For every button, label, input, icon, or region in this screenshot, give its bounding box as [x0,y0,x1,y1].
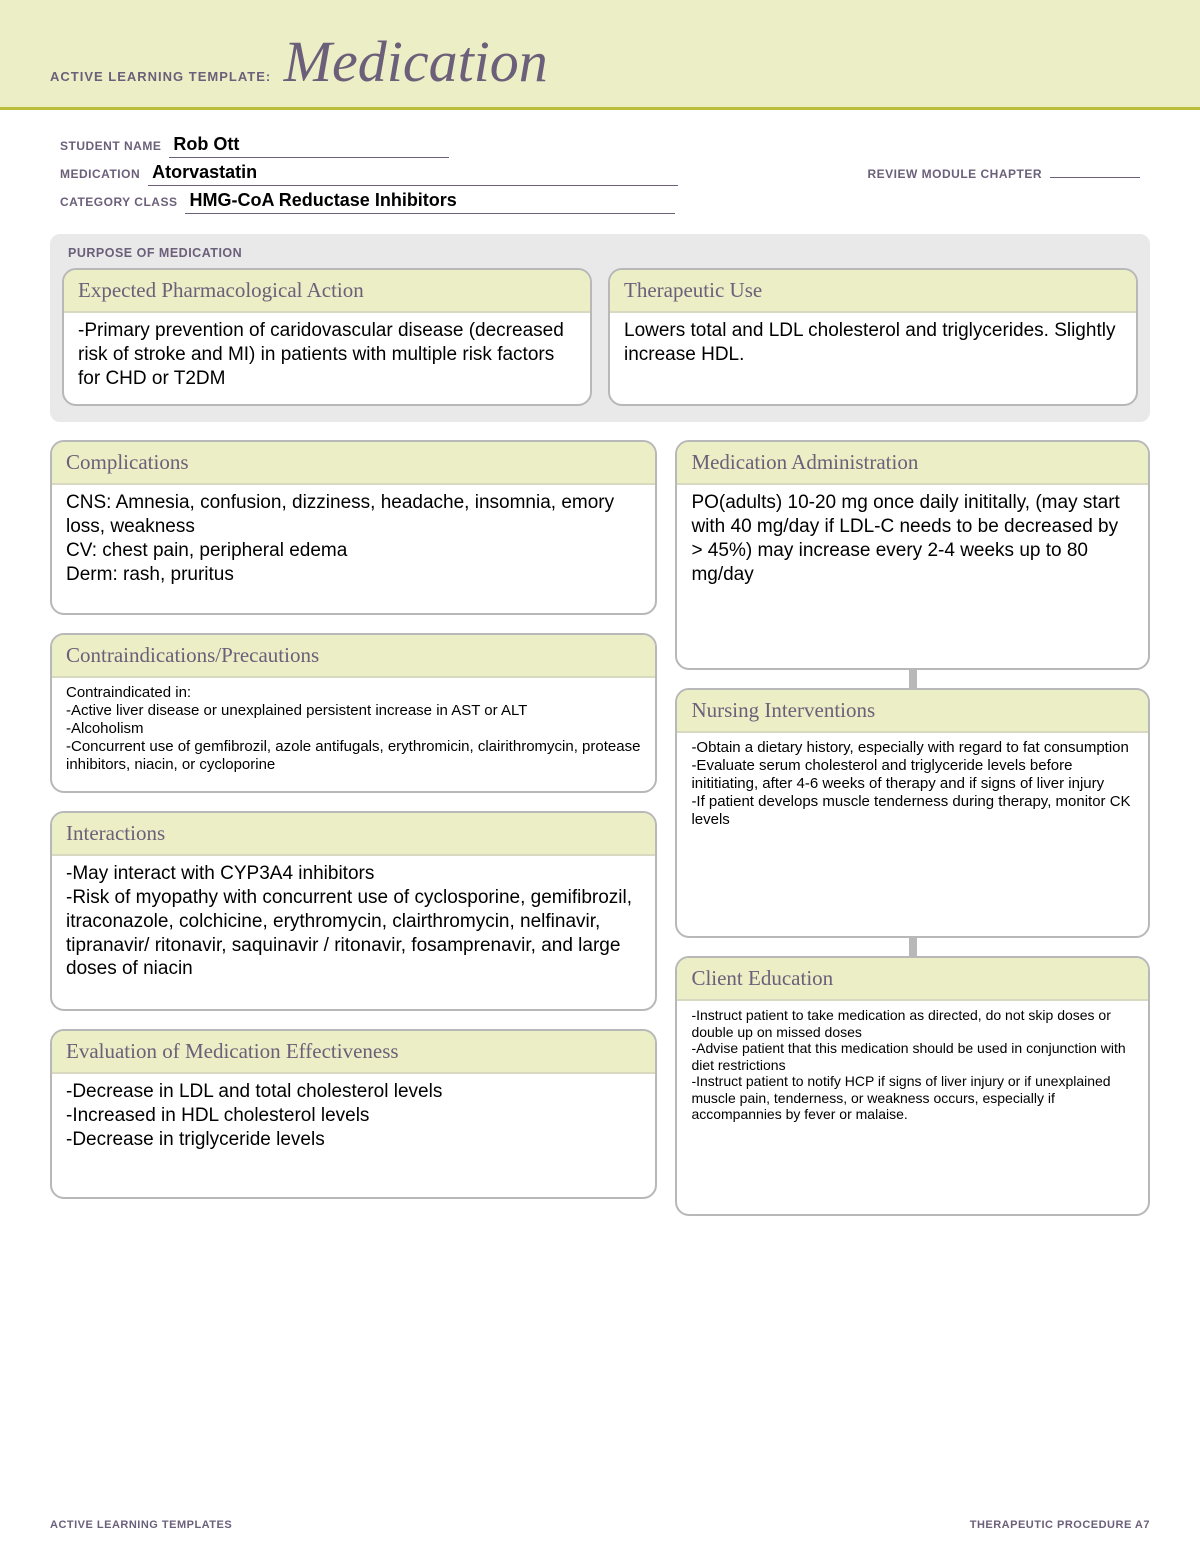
footer: ACTIVE LEARNING TEMPLATES THERAPEUTIC PR… [50,1519,1150,1531]
therapeutic-use-title: Therapeutic Use [610,270,1136,313]
administration-title: Medication Administration [677,442,1148,485]
complications-body: CNS: Amnesia, confusion, dizziness, head… [52,485,655,600]
contraindications-body: Contraindicated in: -Active liver diseas… [52,678,655,788]
education-title: Client Education [677,958,1148,1001]
expected-action-card: Expected Pharmacological Action -Primary… [62,268,592,406]
category-class-field[interactable]: HMG-CoA Reductase Inhibitors [185,190,675,214]
student-name-label: STUDENT NAME [60,139,161,153]
main-grid: Complications CNS: Amnesia, confusion, d… [0,422,1200,1216]
contraindications-title: Contraindications/Precautions [52,635,655,678]
administration-card: Medication Administration PO(adults) 10-… [675,440,1150,670]
category-class-label: CATEGORY CLASS [60,195,177,209]
interactions-body: -May interact with CYP3A4 inhibitors -Ri… [52,856,655,995]
evaluation-title: Evaluation of Medication Effectiveness [52,1031,655,1074]
header-band: ACTIVE LEARNING TEMPLATE: Medication [0,0,1200,110]
footer-right: THERAPEUTIC PROCEDURE A7 [970,1519,1150,1531]
review-chapter-field[interactable] [1050,175,1140,178]
evaluation-body: -Decrease in LDL and total cholesterol l… [52,1074,655,1165]
meta-section: STUDENT NAME Rob Ott MEDICATION Atorvast… [0,110,1200,228]
template-label: ACTIVE LEARNING TEMPLATE: [50,69,271,84]
therapeutic-use-card: Therapeutic Use Lowers total and LDL cho… [608,268,1138,406]
medication-field[interactable]: Atorvastatin [148,162,678,186]
contraindications-card: Contraindications/Precautions Contraindi… [50,633,657,793]
nursing-card: Nursing Interventions -Obtain a dietary … [675,688,1150,938]
review-chapter-label: REVIEW MODULE CHAPTER [867,167,1042,181]
template-title: Medication [284,28,548,95]
connector-line [909,670,917,688]
education-card: Client Education -Instruct patient to ta… [675,956,1150,1216]
administration-body: PO(adults) 10-20 mg once daily inititall… [677,485,1148,600]
therapeutic-use-body: Lowers total and LDL cholesterol and tri… [610,313,1136,381]
interactions-title: Interactions [52,813,655,856]
education-body: -Instruct patient to take medication as … [677,1001,1148,1137]
nursing-body: -Obtain a dietary history, especially wi… [677,733,1148,843]
right-column: Medication Administration PO(adults) 10-… [675,440,1150,1216]
expected-action-body: -Primary prevention of caridovascular di… [64,313,590,404]
complications-card: Complications CNS: Amnesia, confusion, d… [50,440,657,615]
student-name-field[interactable]: Rob Ott [169,134,449,158]
footer-left: ACTIVE LEARNING TEMPLATES [50,1519,232,1531]
complications-title: Complications [52,442,655,485]
nursing-title: Nursing Interventions [677,690,1148,733]
evaluation-card: Evaluation of Medication Effectiveness -… [50,1029,657,1199]
connector-line-2 [909,938,917,956]
left-column: Complications CNS: Amnesia, confusion, d… [50,440,657,1216]
medication-label: MEDICATION [60,167,140,181]
purpose-section: PURPOSE OF MEDICATION Expected Pharmacol… [50,234,1150,422]
expected-action-title: Expected Pharmacological Action [64,270,590,313]
interactions-card: Interactions -May interact with CYP3A4 i… [50,811,657,1011]
purpose-heading: PURPOSE OF MEDICATION [62,244,1138,268]
